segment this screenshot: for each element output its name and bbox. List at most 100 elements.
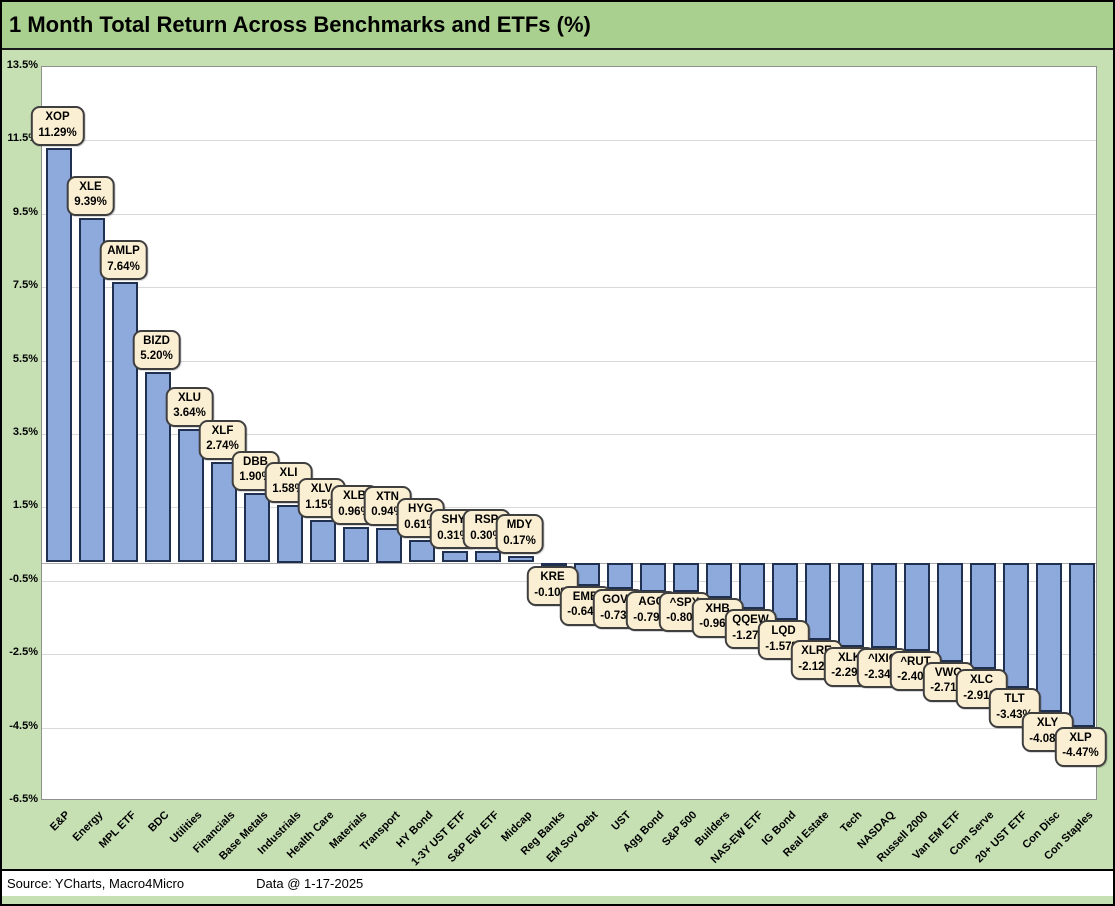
source-value: YCharts, Macro4Micro <box>54 876 185 891</box>
page-title: 1 Month Total Return Across Benchmarks a… <box>9 12 591 37</box>
data-label-ticker: KRE <box>540 571 565 584</box>
bar-DBB <box>243 492 270 563</box>
data-label-value: 0.94% <box>371 506 404 519</box>
gridline <box>42 727 1096 729</box>
data-label-value: 7.64% <box>107 260 140 273</box>
x-axis-label: BDC <box>145 809 171 835</box>
x-axis-label: Tech <box>837 809 864 836</box>
data-label-ticker: RSP <box>474 514 499 527</box>
data-label-MDY: MDY 0.17% <box>495 514 544 555</box>
bar-SHY <box>441 551 468 563</box>
data-label-ticker: XLE <box>79 180 102 193</box>
data-label-value: 1.15% <box>305 498 338 511</box>
gridline <box>42 287 1096 289</box>
data-label-XOP: XOP 11.29% <box>30 106 85 147</box>
data-label-LQD: LQD -1.57% <box>757 620 810 661</box>
y-tick-label: 9.5% <box>12 205 38 218</box>
bar-LQD <box>771 562 798 621</box>
data-label-ticker: XLI <box>279 467 298 480</box>
data-label-ticker: LQD <box>771 625 796 638</box>
data-label-ticker: BIZD <box>143 334 170 347</box>
data-label-ticker: MDY <box>506 519 533 532</box>
x-axis-label: E&P <box>47 809 72 834</box>
data-label-ticker: XLY <box>1036 717 1059 730</box>
data-label-ticker: XLC <box>970 674 993 687</box>
data-label-value: 0.30% <box>470 529 503 542</box>
bar-XLK <box>837 562 864 647</box>
data-label-ticker: XOP <box>45 111 70 124</box>
data-label-value: 5.20% <box>140 350 173 363</box>
y-tick-label: -4.5% <box>9 719 38 732</box>
data-label-ticker: EMB <box>572 590 599 603</box>
data-label-value: -4.47% <box>1062 747 1099 760</box>
data-label-AMLP: AMLP 7.64% <box>99 240 148 281</box>
bar-XLC <box>969 562 996 670</box>
gridline <box>42 507 1096 509</box>
bar-MDY <box>507 556 534 563</box>
bar-GOVT <box>606 562 633 590</box>
bar-XLV <box>309 520 336 563</box>
source-bar: Source: YCharts, Macro4Micro Data @ 1-17… <box>2 869 1113 896</box>
data-label-value: 0.61% <box>404 518 437 531</box>
bar-AGG <box>639 562 666 592</box>
data-label-ticker: XLV <box>310 483 333 496</box>
bar-XLP <box>1068 562 1095 727</box>
gridline <box>42 140 1096 142</box>
bar-XOP <box>45 148 72 563</box>
gridline <box>42 213 1096 215</box>
data-label-value: 1.58% <box>272 482 305 495</box>
bar-^SPX <box>672 562 699 592</box>
bar-XTN <box>375 528 402 563</box>
data-label-ticker: TLT <box>1004 693 1025 706</box>
data-label-ticker: XLP <box>1069 731 1092 744</box>
bar-AMLP <box>111 282 138 563</box>
data-label-TLT: TLT -3.43% <box>988 688 1041 729</box>
data-label-ticker: XLU <box>177 391 201 404</box>
x-axis-label: UST <box>608 809 633 834</box>
data-label-XLE: XLE 9.39% <box>66 175 115 216</box>
data-label-value: 1.90% <box>239 471 272 484</box>
data-label-value: 0.17% <box>503 534 536 547</box>
data-label-ticker: HYG <box>408 503 433 516</box>
y-tick-label: -6.5% <box>9 793 38 805</box>
data-label-ticker: XLF <box>211 424 234 437</box>
bar-TLT <box>1002 562 1029 689</box>
gridline <box>42 654 1096 656</box>
source-label: Source: <box>7 876 52 891</box>
bar-^RUT <box>903 562 930 651</box>
bar-XLB <box>342 527 369 563</box>
y-tick-label: 1.5% <box>12 499 38 512</box>
gridline <box>42 360 1096 362</box>
x-axis-label: S&P 500 <box>659 809 699 849</box>
data-label-value: 0.96% <box>338 505 371 518</box>
chart-area: 13.5% 11.5% 9.5% 7.5% 5.5% 3.5% 1.5% -0.5% -2.5%… <box>2 50 1113 869</box>
data-label-ticker: XHB <box>705 602 730 615</box>
bar-KRE <box>540 562 567 567</box>
y-tick-label: 3.5% <box>12 426 38 438</box>
data-label-value: 11.29% <box>38 126 77 139</box>
y-tick-label: 5.5% <box>12 352 38 365</box>
data-label-value: 2.74% <box>206 440 239 453</box>
data-label-ticker: XLK <box>838 651 861 664</box>
y-tick-label: -2.5% <box>9 646 38 659</box>
bar-^IXIC <box>870 562 897 649</box>
data-label-ticker: DBB <box>243 455 268 468</box>
y-tick-label: 13.5% <box>6 59 38 71</box>
data-label-ticker: XLB <box>342 490 366 503</box>
data-label-value: 0.31% <box>437 529 470 542</box>
bar-XLE <box>78 217 105 563</box>
y-tick-label: 7.5% <box>12 279 38 292</box>
bar-RSP <box>474 551 501 563</box>
y-tick-label: -0.5% <box>9 572 38 585</box>
bar-QQEW <box>738 562 765 610</box>
data-date: Data @ 1-17-2025 <box>256 876 364 891</box>
bar-HYG <box>408 540 435 563</box>
data-label-BIZD: BIZD 5.20% <box>132 329 181 370</box>
bar-XHB <box>705 562 732 598</box>
data-label-value: 9.39% <box>74 196 107 209</box>
chart-title-bar: 1 Month Total Return Across Benchmarks a… <box>2 2 1113 50</box>
bar-XLY <box>1035 562 1062 713</box>
data-label-value: 3.64% <box>173 407 206 420</box>
gridline <box>42 434 1096 435</box>
